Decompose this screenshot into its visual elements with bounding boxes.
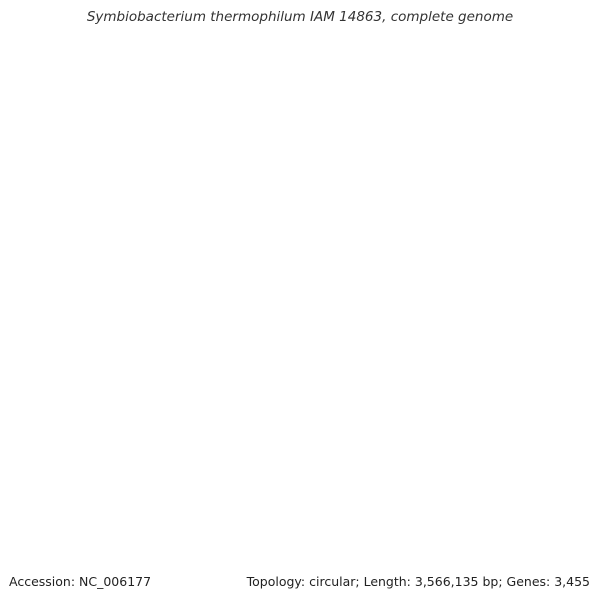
map-title: Symbiobacterium thermophilum IAM 14863, … — [86, 9, 514, 25]
genome-summary: Topology: circular; Length: 3,566,135 bp… — [246, 574, 590, 589]
accession-label: Accession: NC_006177 — [9, 574, 152, 589]
